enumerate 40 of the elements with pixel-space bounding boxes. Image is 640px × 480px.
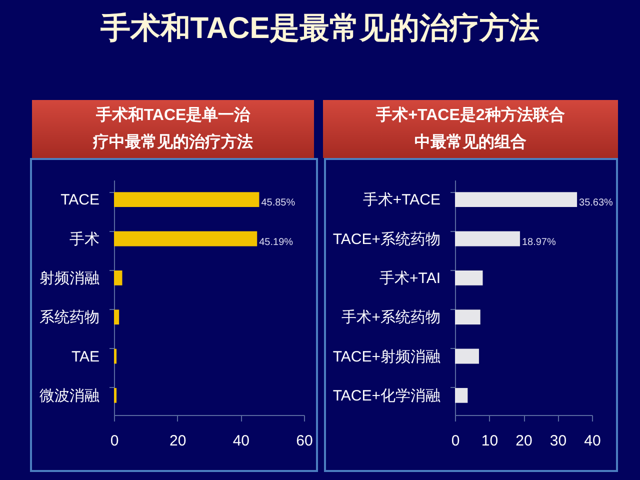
chart-title: 手术和TACE是最常见的治疗方法 [99,10,541,47]
x-tick-label: 40 [584,432,601,450]
x-tick-label: 0 [110,432,119,450]
y-tick-label: TACE+化学消融 [332,387,440,404]
y-tick-label: TAE [71,348,100,366]
x-tick-label: 30 [550,432,567,450]
chart-subtitle: 手术和TACE是单一治疗中最常见的治疗方法 [32,100,314,158]
bar [455,348,479,364]
chart-subtitle: 手术+TACE是2种方法联合中最常见的组合 [323,100,618,158]
data-label: 45.85% [261,198,296,209]
y-tick-label: 手术+系统药物 [342,309,440,326]
bar [114,270,122,286]
data-label: 35.63% [579,198,614,209]
bar [114,192,260,208]
x-tick-label: 20 [169,432,186,450]
y-tick-label: TACE [60,192,100,209]
bar [455,270,483,286]
y-tick-label: TACE+系统药物 [332,230,440,248]
x-tick-label: 60 [296,432,313,450]
bar [455,231,520,246]
data-label: 45.19% [259,236,294,248]
bar [114,348,117,364]
x-tick-label: 40 [232,432,250,450]
y-tick-label: 手术 [70,230,100,248]
y-tick-label: 系统药物 [40,309,100,326]
y-tick-label: 手术+TAI [380,270,440,287]
y-tick-label: 射频消融 [40,270,100,287]
bar [114,388,117,403]
bar [455,192,578,208]
x-tick-label: 0 [451,432,460,450]
y-tick-label: 微波消融 [40,387,100,404]
data-label: 18.97% [522,236,556,248]
bar [455,388,468,403]
x-tick-label: 10 [481,432,498,450]
bar [455,310,480,325]
y-tick-label: TACE+射频消融 [332,348,440,366]
x-tick-label: 20 [516,432,532,450]
y-tick-label: 手术+TACE [362,192,440,209]
bar [114,310,120,325]
bar [114,231,258,246]
